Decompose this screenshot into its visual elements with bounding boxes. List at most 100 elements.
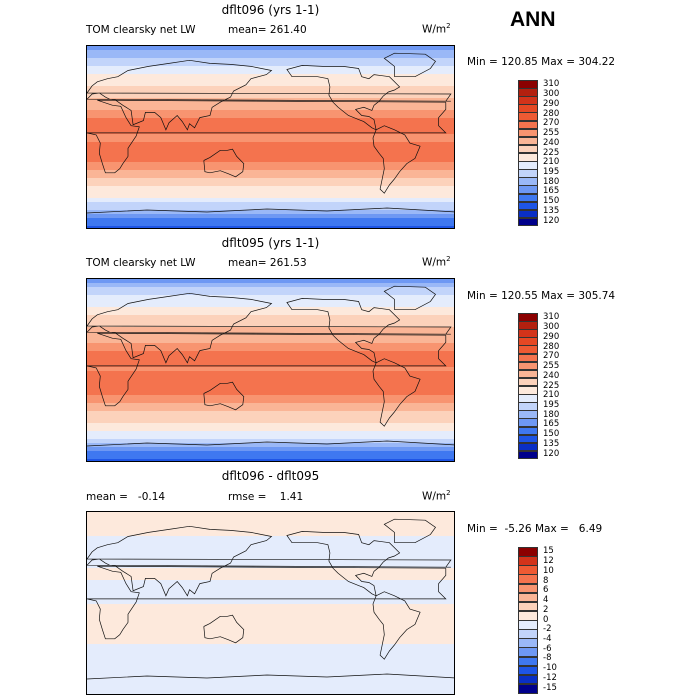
- colorbar-tick-label: 165: [543, 186, 560, 197]
- colorbar-tick-label: -6: [543, 643, 552, 654]
- latitude-band: [87, 126, 454, 131]
- colorbar-tick-label: 195: [543, 399, 560, 410]
- latitude-band: [87, 291, 454, 296]
- latitude-band: [87, 70, 454, 75]
- latitude-band: [87, 347, 454, 352]
- latitude-band: [87, 323, 454, 328]
- latitude-band: [87, 652, 454, 657]
- latitude-band: [87, 343, 454, 348]
- latitude-band: [87, 556, 454, 561]
- colorbar-tick-label: 240: [543, 137, 560, 148]
- latitude-band: [87, 283, 454, 288]
- latitude-band: [87, 351, 454, 356]
- coastline: [372, 125, 421, 194]
- latitude-band: [87, 106, 454, 111]
- latitude-band: [87, 387, 454, 392]
- latitude-band: [87, 608, 454, 613]
- latitude-band: [87, 194, 454, 199]
- latitude-band: [87, 287, 454, 292]
- latitude-band: [87, 130, 454, 135]
- colorbar-tick-label: 12: [543, 556, 554, 567]
- latitude-band: [87, 640, 454, 645]
- colorbar-tick-label: 280: [543, 341, 560, 352]
- latitude-band: [87, 82, 454, 87]
- panel3-units-sup: 2: [446, 489, 451, 497]
- latitude-band: [87, 62, 454, 67]
- latitude-band: [87, 596, 454, 601]
- latitude-band: [87, 459, 454, 461]
- coastline: [372, 358, 421, 427]
- coastline: [87, 99, 447, 174]
- latitude-band: [87, 624, 454, 629]
- colorbar-tick-label: 300: [543, 89, 560, 100]
- panel2-mean-label: mean= 261.53: [228, 257, 307, 269]
- colorbar-tick-label: 310: [543, 312, 560, 323]
- panel3-units: W/m2: [422, 489, 451, 503]
- colorbar-tick-label: 280: [543, 108, 560, 119]
- latitude-band: [87, 407, 454, 412]
- latitude-band: [87, 632, 454, 637]
- latitude-band: [87, 439, 454, 444]
- latitude-band: [87, 371, 454, 376]
- panel1-variable-label: TOM clearsky net LW: [86, 24, 196, 36]
- latitude-band: [87, 142, 454, 147]
- latitude-band: [87, 363, 454, 368]
- colorbar-tick-label: -15: [543, 682, 557, 693]
- panel1-map-svg: [87, 46, 454, 228]
- latitude-band: [87, 170, 454, 175]
- colorbar-tick-label: 225: [543, 147, 560, 158]
- coastline: [383, 518, 436, 544]
- panel3-map-svg: [87, 512, 454, 694]
- latitude-band: [87, 548, 454, 553]
- latitude-band: [87, 560, 454, 565]
- latitude-band: [87, 375, 454, 380]
- latitude-band: [87, 668, 454, 673]
- latitude-band: [87, 588, 454, 593]
- panel1-units-text: W/m: [422, 23, 447, 36]
- latitude-band: [87, 656, 454, 661]
- latitude-band: [87, 190, 454, 195]
- coastline: [286, 531, 401, 597]
- panel2-minmax: Min = 120.55 Max = 305.74: [467, 290, 616, 302]
- panel2-variable-label: TOM clearsky net LW: [86, 257, 196, 269]
- colorbar-tick-label: -2: [543, 624, 552, 635]
- coastline: [87, 332, 447, 407]
- latitude-band: [87, 628, 454, 633]
- panel1-mean-label: mean= 261.40: [228, 24, 307, 36]
- latitude-band: [87, 395, 454, 400]
- latitude-band: [87, 443, 454, 448]
- latitude-band: [87, 166, 454, 171]
- latitude-band: [87, 399, 454, 404]
- colorbar-tick-label: 255: [543, 128, 560, 139]
- latitude-band: [87, 584, 454, 589]
- latitude-band: [87, 447, 454, 452]
- latitude-band: [87, 186, 454, 191]
- panel1-minmax: Min = 120.85 Max = 304.22: [467, 56, 616, 68]
- latitude-band: [87, 182, 454, 187]
- panel2-title: dflt095 (yrs 1-1): [221, 236, 320, 250]
- latitude-band: [87, 604, 454, 609]
- colorbar-tick-label: 210: [543, 390, 560, 401]
- latitude-band: [87, 158, 454, 163]
- latitude-band: [87, 162, 454, 167]
- latitude-band: [87, 339, 454, 344]
- latitude-band: [87, 524, 454, 529]
- latitude-band: [87, 150, 454, 155]
- panel1-map: [86, 45, 455, 229]
- season-label: ANN: [510, 8, 556, 31]
- latitude-band: [87, 391, 454, 396]
- latitude-band: [87, 660, 454, 665]
- latitude-band: [87, 90, 454, 95]
- colorbar-tick-label: 150: [543, 429, 560, 440]
- colorbar-tick-label: 120: [543, 448, 560, 459]
- latitude-band: [87, 218, 454, 223]
- latitude-band: [87, 580, 454, 585]
- latitude-band: [87, 383, 454, 388]
- latitude-band: [87, 552, 454, 557]
- coastline: [372, 591, 421, 660]
- latitude-band: [87, 307, 454, 312]
- latitude-band: [87, 540, 454, 545]
- panel1-units: W/m2: [422, 22, 451, 36]
- colorbar-tick-label: -12: [543, 672, 557, 683]
- panel1-colorbar: 310 300 290 280 270 255 240 225 210 195 180 165 150 1…: [518, 80, 559, 227]
